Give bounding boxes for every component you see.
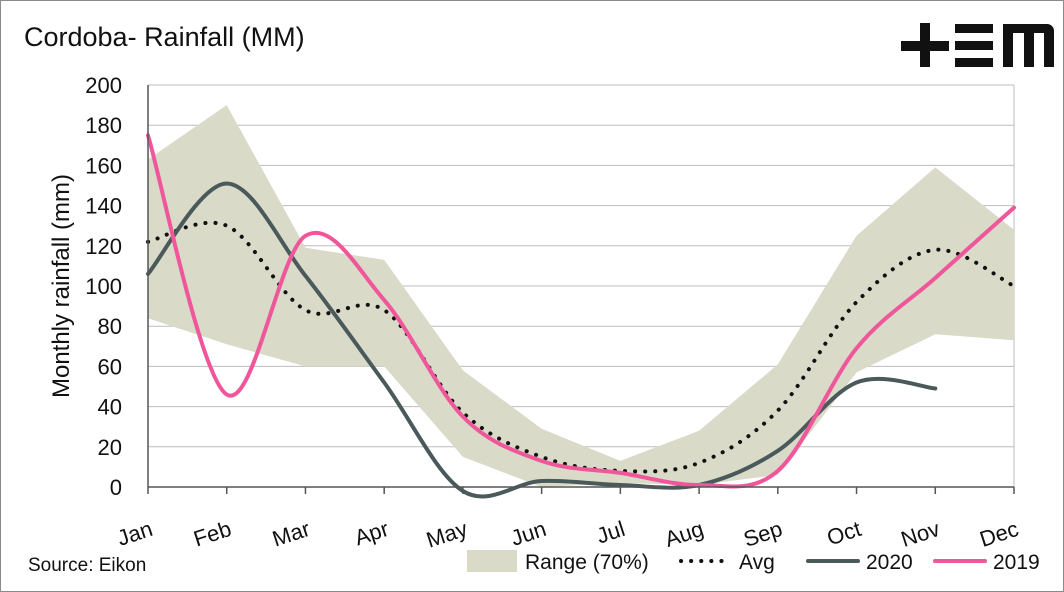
x-tick-label: Oct [824, 516, 864, 550]
x-tick-label: Nov [898, 516, 943, 552]
y-tick-label: 200 [85, 73, 122, 98]
y-tick-label: 40 [98, 395, 122, 420]
y-tick-label: 20 [98, 435, 122, 460]
series-line-avg [146, 220, 1016, 474]
x-tick-label: Jan [114, 516, 155, 551]
y-tick-label: 180 [85, 113, 122, 138]
y-tick-label: 0 [110, 475, 122, 500]
legend: Range (70%) Avg 2020 2019 [467, 550, 1040, 574]
x-tick-labels: Jan Feb Mar Apr May Jun Jul Aug Sep Oct Nov Dec [114, 516, 1021, 553]
range-band-area [148, 105, 1014, 487]
legend-label-avg: Avg [739, 551, 775, 574]
legend-swatch-range [467, 550, 517, 572]
x-tick-label: Aug [662, 516, 707, 552]
legend-label-2019: 2019 [993, 551, 1040, 574]
x-tick-label: Apr [351, 516, 391, 550]
x-tick-label: Mar [269, 516, 313, 551]
series-lines [146, 133, 1016, 499]
y-axis-label: Monthly rainfall (mm) [48, 174, 75, 398]
tem-logo [901, 23, 1054, 67]
y-tick-label: 120 [85, 234, 122, 259]
y-tick-labels: 0 20 40 60 80 100 120 140 160 180 200 [85, 73, 122, 500]
y-tick-label: 60 [98, 354, 122, 379]
y-tick-label: 160 [85, 153, 122, 178]
axes [147, 85, 1015, 494]
legend-label-range: Range (70%) [525, 551, 649, 574]
series-line-2020 [146, 181, 938, 499]
source-note: Source: Eikon [28, 555, 146, 576]
y-tick-label: 80 [98, 314, 122, 339]
range-band [148, 105, 1014, 487]
x-tick-label: Jun [508, 516, 549, 551]
x-tick-label: May [423, 516, 470, 553]
x-tick-label: Dec [977, 516, 1022, 552]
x-tick-label: Sep [740, 516, 785, 552]
series-line-2019 [146, 133, 1016, 489]
y-tick-label: 140 [85, 194, 122, 219]
chart-title: Cordoba- Rainfall (MM) [24, 22, 305, 52]
x-tick-label: Feb [190, 516, 234, 551]
legend-label-2020: 2020 [866, 551, 913, 574]
x-tick-label: Jul [593, 516, 627, 548]
y-tick-label: 100 [85, 274, 122, 299]
